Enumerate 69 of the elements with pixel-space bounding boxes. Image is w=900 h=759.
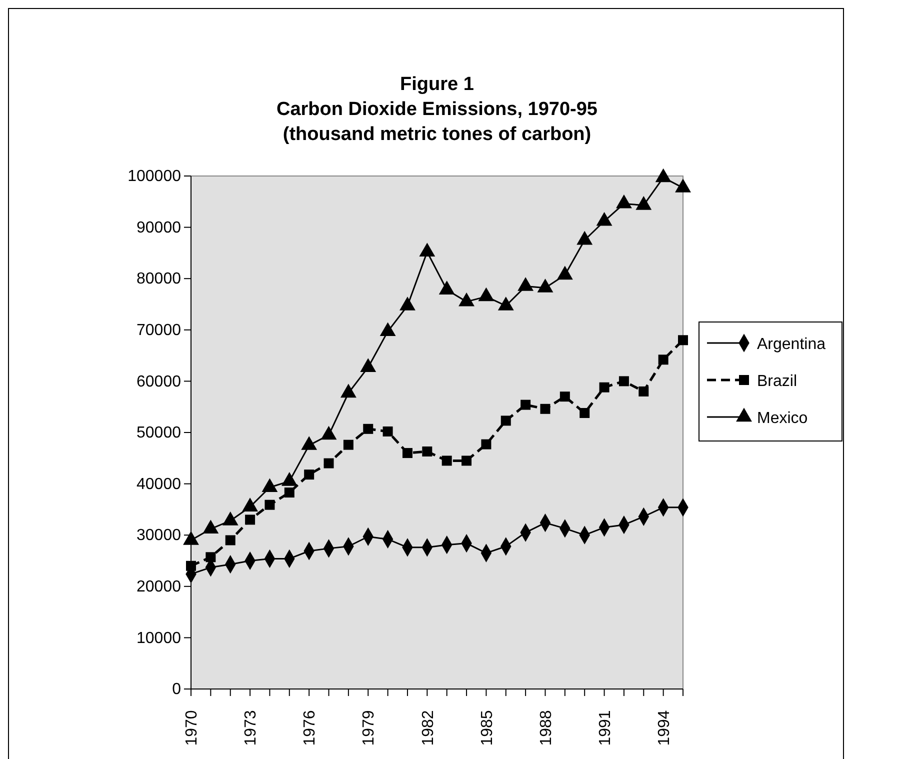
point bbox=[675, 178, 691, 192]
point bbox=[596, 212, 612, 226]
point bbox=[678, 335, 688, 346]
x-tick-label: 1970 bbox=[184, 710, 201, 746]
point bbox=[363, 424, 374, 434]
y-tick-label: 30000 bbox=[136, 527, 182, 544]
legend-label: Mexico bbox=[757, 410, 808, 427]
y-tick-label: 40000 bbox=[136, 476, 182, 493]
point bbox=[264, 500, 275, 510]
point bbox=[498, 296, 514, 310]
point bbox=[284, 488, 294, 498]
point bbox=[616, 194, 632, 208]
point bbox=[537, 278, 554, 292]
point bbox=[245, 514, 256, 525]
x-tick-label: 1976 bbox=[302, 710, 319, 746]
point bbox=[560, 392, 570, 402]
x-tick-label: 1982 bbox=[420, 710, 437, 746]
point bbox=[478, 287, 494, 302]
x-tick-label: 1991 bbox=[596, 710, 614, 746]
point bbox=[576, 230, 593, 245]
point bbox=[599, 382, 610, 392]
point bbox=[500, 416, 511, 426]
point bbox=[618, 376, 629, 386]
point bbox=[655, 168, 672, 182]
point bbox=[324, 458, 334, 468]
point bbox=[462, 456, 472, 466]
point bbox=[636, 196, 652, 210]
y-tick-label: 60000 bbox=[136, 373, 182, 390]
x-tick-label: 1985 bbox=[478, 710, 496, 746]
point bbox=[458, 292, 474, 306]
y-tick-label: 10000 bbox=[136, 630, 182, 647]
point bbox=[186, 560, 196, 571]
chart-title: Figure 1 bbox=[400, 74, 474, 95]
point bbox=[520, 400, 531, 410]
point bbox=[419, 242, 436, 257]
point bbox=[380, 322, 396, 336]
point bbox=[638, 386, 649, 396]
point bbox=[340, 384, 356, 398]
point bbox=[438, 280, 455, 294]
point bbox=[382, 426, 393, 436]
point bbox=[304, 470, 314, 480]
point bbox=[580, 408, 590, 418]
point bbox=[540, 404, 550, 414]
chart-subtitle: Carbon Dioxide Emissions, 1970-95 (thousand metric tones of carbon) bbox=[276, 99, 598, 145]
y-tick-label: 0 bbox=[172, 681, 182, 698]
y-tick-label: 50000 bbox=[136, 424, 182, 442]
point bbox=[402, 448, 412, 458]
y-tick-label: 100000 bbox=[128, 168, 182, 186]
point bbox=[518, 277, 534, 291]
point bbox=[658, 354, 668, 365]
point bbox=[206, 552, 216, 562]
point bbox=[442, 456, 452, 466]
x-tick-label: 1973 bbox=[242, 710, 260, 746]
legend-label: Argentina bbox=[757, 336, 826, 353]
x-tick-label: 1979 bbox=[360, 710, 378, 746]
x-tick-label: 1988 bbox=[538, 710, 555, 746]
point bbox=[225, 535, 236, 546]
x-tick-label: 1994 bbox=[656, 710, 673, 746]
y-tick-label: 20000 bbox=[136, 578, 182, 596]
point bbox=[422, 446, 432, 456]
y-tick-label: 90000 bbox=[136, 219, 182, 236]
y-tick-label: 70000 bbox=[136, 322, 182, 340]
point bbox=[400, 296, 416, 310]
point bbox=[360, 358, 376, 372]
point bbox=[343, 440, 354, 450]
point bbox=[556, 266, 573, 280]
y-tick-label: 80000 bbox=[136, 270, 182, 288]
point bbox=[481, 439, 492, 450]
legend-label: Brazil bbox=[757, 373, 798, 390]
